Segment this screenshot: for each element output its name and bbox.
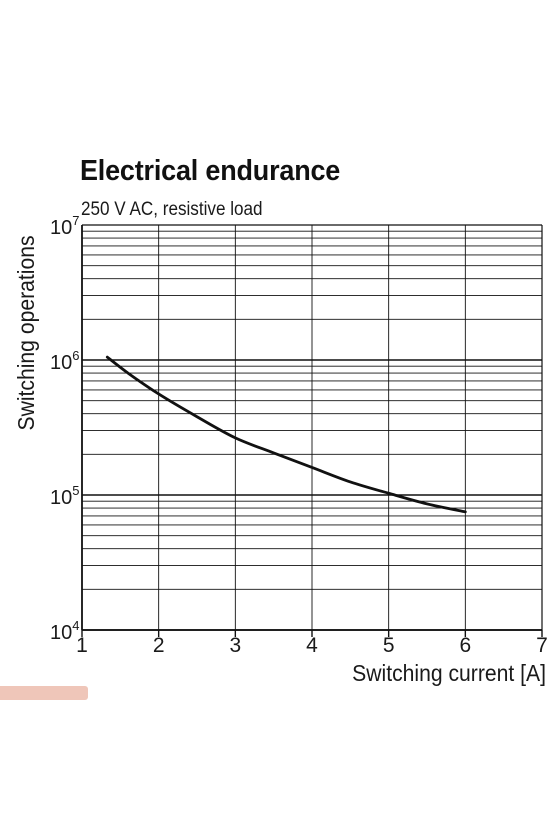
x-axis-label: Switching current [A] — [352, 660, 546, 686]
grid-lines — [82, 225, 542, 631]
x-tick-label: 7 — [536, 634, 548, 657]
chart-subtitle: 250 V AC, resistive load — [81, 199, 263, 220]
y-tick-label: 104 — [50, 618, 79, 644]
endurance-curve — [105, 355, 467, 514]
x-tick-label: 1 — [76, 634, 88, 657]
y-axis-label: Switching operations — [13, 235, 39, 430]
axes — [81, 224, 543, 637]
chart-title: Electrical endurance — [80, 155, 341, 187]
x-tick-label: 5 — [383, 634, 395, 657]
y-tick-label: 105 — [50, 483, 79, 509]
x-tick-label: 6 — [459, 634, 471, 657]
x-tick-label: 4 — [306, 634, 318, 657]
y-tick-label: 107 — [50, 213, 79, 239]
x-tick-label: 3 — [229, 634, 241, 657]
axis-labels: Switching current [A] Switching operatio… — [13, 235, 546, 686]
x-tick-label: 2 — [153, 634, 165, 657]
series-layer — [105, 355, 467, 514]
watermark-tag — [0, 686, 88, 700]
y-tick-label: 106 — [50, 348, 79, 374]
tick-labels: 1 2 3 4 5 6 7 104 105 106 107 — [50, 213, 548, 657]
